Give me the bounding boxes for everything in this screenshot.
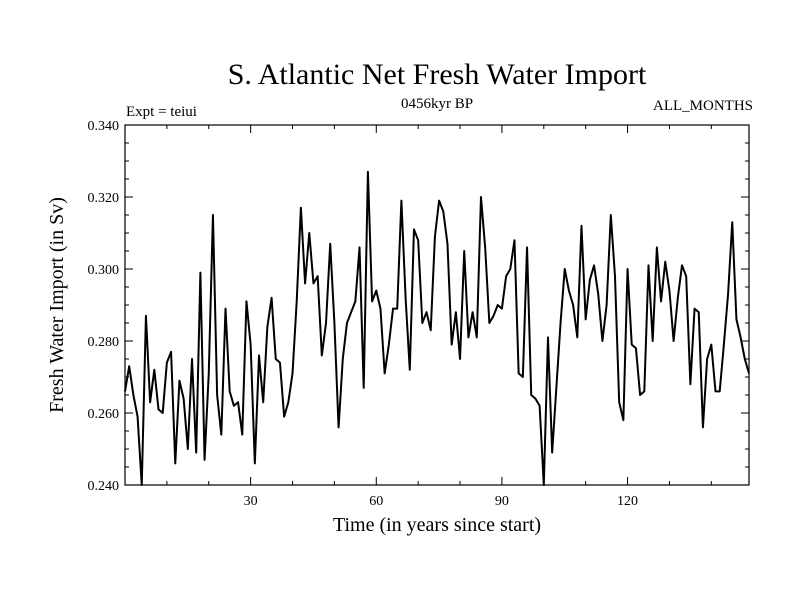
experiment-label: Expt = teiui bbox=[126, 104, 197, 120]
x-tick-label: 30 bbox=[244, 494, 258, 509]
months-label: ALL_MONTHS bbox=[653, 98, 753, 114]
y-tick-label: 0.340 bbox=[88, 119, 120, 134]
y-axis-label: Fresh Water Import (in Sv) bbox=[46, 197, 68, 413]
x-axis-label: Time (in years since start) bbox=[333, 514, 541, 536]
chart-title: S. Atlantic Net Fresh Water Import bbox=[228, 58, 647, 91]
chart-subtitle: 0456kyr BP bbox=[401, 96, 473, 112]
y-tick-label: 0.280 bbox=[88, 335, 120, 350]
y-tick-label: 0.320 bbox=[88, 191, 120, 206]
y-tick-label: 0.260 bbox=[88, 407, 120, 422]
y-tick-label: 0.300 bbox=[88, 263, 120, 278]
series-line bbox=[124, 170, 750, 486]
x-tick-label: 90 bbox=[495, 494, 509, 509]
x-tick-label: 60 bbox=[369, 494, 383, 509]
plot-area: 0.240 0.260 0.280 0.300 0.320 0.340 30 60 90 120 bbox=[88, 119, 750, 509]
y-tick-label: 0.240 bbox=[88, 479, 120, 494]
x-tick-label: 120 bbox=[617, 494, 638, 509]
plot-frame bbox=[124, 124, 750, 486]
